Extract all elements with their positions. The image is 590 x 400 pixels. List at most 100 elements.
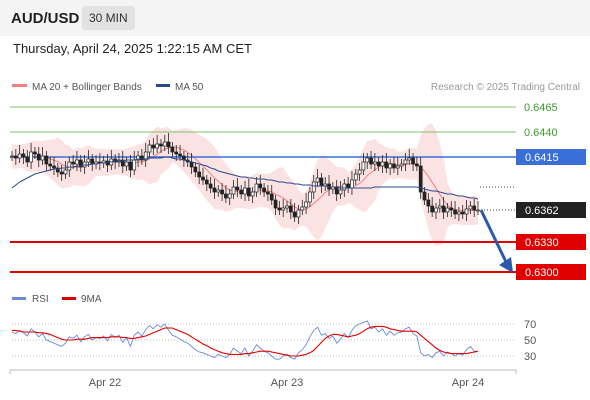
candle-body: [373, 161, 377, 165]
candle-body: [59, 171, 64, 175]
timeframe-button[interactable]: 30 MIN: [82, 6, 135, 30]
candle-body: [266, 191, 270, 195]
candle-body: [449, 207, 454, 211]
candle-body: [334, 186, 339, 195]
candle-body: [231, 186, 236, 195]
candle-body: [369, 157, 373, 165]
candle-body: [44, 155, 49, 165]
symbol-title: AUD/USD: [11, 10, 80, 27]
candle-body: [67, 161, 72, 171]
chart-header: AUD/USD 30 MIN: [0, 0, 590, 36]
pivot-badge: [516, 149, 586, 165]
candle-body: [342, 183, 347, 191]
candle-body: [124, 161, 129, 167]
candle-body: [243, 187, 247, 195]
forecast-arrow: [479, 209, 513, 273]
candle-body: [132, 159, 137, 171]
bollinger-legend-label: MA 20 + Bollinger Bands: [32, 82, 142, 93]
candle-body: [178, 153, 182, 157]
rsi-tick-label: 70: [524, 319, 536, 331]
candle-body: [273, 199, 278, 209]
candle-body: [174, 151, 179, 155]
candle-body: [10, 155, 14, 158]
date-label: Apr 23: [271, 377, 303, 389]
current-price-badge: [516, 202, 586, 218]
candle-body: [55, 167, 60, 173]
candle-body: [204, 179, 209, 185]
candle-body: [411, 157, 415, 165]
candle-body: [288, 205, 293, 213]
candle-body: [384, 161, 389, 169]
rsi-panel: 70 50 30: [11, 319, 536, 363]
candle-body: [151, 144, 156, 149]
candle-body: [300, 206, 305, 211]
candle-body: [170, 146, 175, 153]
candle-body: [292, 211, 297, 218]
candle-body: [159, 143, 163, 147]
candle-body: [346, 183, 350, 189]
candle-body: [365, 157, 370, 163]
candle-body: [476, 209, 480, 212]
resistance-label: 0.6465: [524, 102, 558, 114]
candle-body: [468, 205, 473, 210]
current-price-label: 0.6362: [525, 205, 559, 217]
candle-body: [212, 187, 217, 193]
candle-body: [437, 205, 442, 209]
rsi-tick-label: 30: [524, 351, 536, 363]
candle-body: [140, 155, 144, 161]
candle-body: [120, 159, 125, 167]
candle-body: [48, 163, 53, 167]
candle-body: [166, 141, 171, 148]
candle-body: [350, 179, 354, 189]
candle-body: [136, 155, 140, 161]
candle-body: [457, 211, 461, 215]
date-label: Apr 22: [89, 377, 121, 389]
candle-body: [105, 160, 110, 166]
candle-body: [388, 163, 392, 169]
candle-body: [155, 143, 159, 149]
research-credit: Research © 2025 Trading Central: [431, 82, 580, 93]
candle-body: [281, 207, 286, 211]
candle-body: [338, 189, 343, 195]
candle-body: [472, 205, 477, 211]
candle-body: [75, 159, 79, 165]
candle-body: [36, 153, 41, 161]
candle-body: [90, 158, 95, 165]
candle-body: [460, 211, 465, 215]
candle-body: [296, 209, 301, 218]
candle-body: [128, 161, 133, 171]
candle-body: [430, 205, 435, 213]
candlesticks: [10, 133, 480, 224]
candle-body: [357, 169, 362, 175]
candle-body: [239, 189, 244, 195]
support-badge: [516, 234, 586, 250]
candle-body: [250, 191, 255, 197]
candle-body: [86, 158, 91, 163]
chart-datetime: Thursday, April 24, 2025 1:22:15 AM CET: [13, 41, 252, 56]
candle-body: [380, 161, 385, 167]
candle-body: [21, 153, 26, 158]
price-levels: [10, 106, 516, 273]
candle-body: [193, 166, 198, 173]
support-badge: [516, 264, 586, 280]
candle-body: [197, 171, 202, 178]
candle-body: [285, 205, 289, 209]
candle-body: [262, 187, 266, 193]
rsi-ma-legend-swatch: [62, 297, 76, 300]
bollinger-legend-swatch: [12, 84, 27, 87]
forecast-arrow-head: [499, 257, 513, 273]
candle-body: [78, 159, 83, 168]
candle-body: [441, 205, 446, 213]
candle-body: [308, 191, 312, 203]
level-badges: 0.6465 0.6440 0.6415 0.6362 0.6330 0.6300: [516, 102, 586, 280]
pivot-label: 0.6415: [525, 152, 559, 164]
candle-body: [311, 181, 316, 193]
candle-body: [13, 155, 18, 159]
date-axis: Apr 22 Apr 23 Apr 24: [9, 369, 517, 389]
rsi-legend-swatch: [12, 297, 26, 300]
candle-body: [426, 199, 431, 207]
ma50-legend-label: MA 50: [175, 82, 204, 93]
rsi-ma-legend-label: 9MA: [81, 294, 102, 305]
rsi-line: [11, 320, 478, 360]
candle-body: [201, 176, 205, 181]
